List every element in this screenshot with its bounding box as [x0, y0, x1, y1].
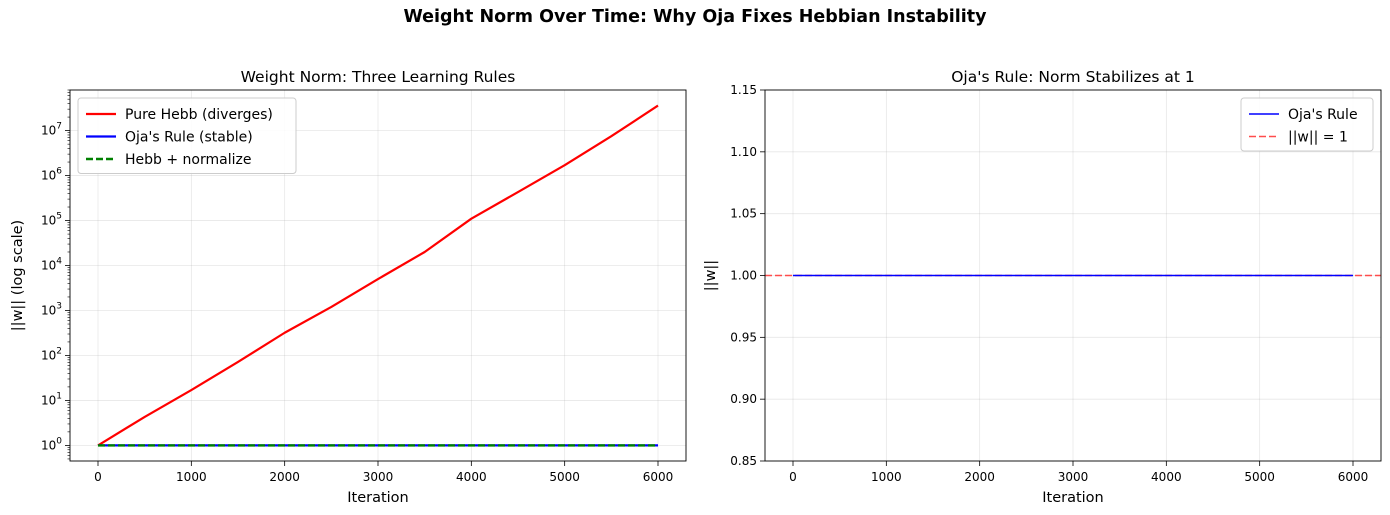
x-tick-label: 0 [94, 470, 102, 484]
x-tick-label: 4000 [456, 470, 487, 484]
x-tick-label: 6000 [1338, 470, 1369, 484]
legend: Oja's Rule ||w|| = 1 [1240, 97, 1374, 152]
legend-label: Oja's Rule [1288, 107, 1358, 123]
y-tick-label: 0.90 [730, 392, 757, 406]
x-axis-label: Iteration [1042, 490, 1104, 506]
legend: Pure Hebb (diverges) Oja's Rule (stable) H… [77, 97, 297, 174]
axes-frame [764, 89, 1382, 462]
y-tick-label: 1.15 [730, 83, 757, 97]
chart-title: Weight Norm: Three Learning Rules [241, 68, 516, 86]
x-tick-label: 4000 [1151, 470, 1182, 484]
x-tick-label: 6000 [643, 470, 674, 484]
chart-panel-2: 0 1000 2000 3000 4000 5000 6000 0.85 0.90 0.95 1.0… [703, 68, 1382, 506]
legend-box [1240, 97, 1374, 152]
x-tick-label: 5000 [1244, 470, 1275, 484]
legend-label: Hebb + normalize [125, 152, 251, 168]
y-tick-label: 104 [41, 257, 62, 273]
y-tick-label: 102 [41, 346, 62, 362]
figure-title: Weight Norm Over Time: Why Oja Fixes Heb… [403, 7, 987, 27]
y-tick-label: 1.00 [730, 269, 757, 283]
x-tick-label: 0 [789, 470, 797, 484]
series-line [97, 104, 659, 447]
legend-label: Pure Hebb (diverges) [125, 107, 273, 123]
y-tick-label: 107 [41, 122, 62, 138]
axes-frame [69, 89, 687, 462]
x-tick-label: 2000 [964, 470, 995, 484]
x-tick-label: 3000 [1058, 470, 1089, 484]
y-tick-label: 101 [41, 391, 62, 407]
x-tick-label: 1000 [176, 470, 207, 484]
chart-panel-1: 0 1000 2000 3000 4000 5000 6000 100 101 102 103 104… [10, 68, 687, 506]
y-tick-label: 103 [41, 301, 62, 317]
x-tick-label: 2000 [269, 470, 300, 484]
y-axis-label: ||w|| [703, 260, 719, 291]
legend-label: Oja's Rule (stable) [125, 130, 253, 146]
y-tick-label: 1.10 [730, 145, 757, 159]
y-tick-label: 100 [41, 436, 62, 452]
x-tick-label: 5000 [549, 470, 580, 484]
y-tick-label: 105 [41, 212, 62, 228]
x-axis-label: Iteration [347, 490, 409, 506]
y-tick-label: 1.05 [730, 207, 757, 221]
chart-title: Oja's Rule: Norm Stabilizes at 1 [951, 68, 1195, 86]
x-tick-label: 1000 [871, 470, 902, 484]
legend-label: ||w|| = 1 [1288, 130, 1348, 146]
legend-box [77, 97, 297, 174]
y-tick-label: 106 [41, 167, 62, 183]
y-axis-label: ||w|| (log scale) [10, 220, 26, 331]
y-tick-label: 0.95 [730, 330, 757, 344]
y-tick-label: 0.85 [730, 454, 757, 468]
x-tick-label: 3000 [363, 470, 394, 484]
